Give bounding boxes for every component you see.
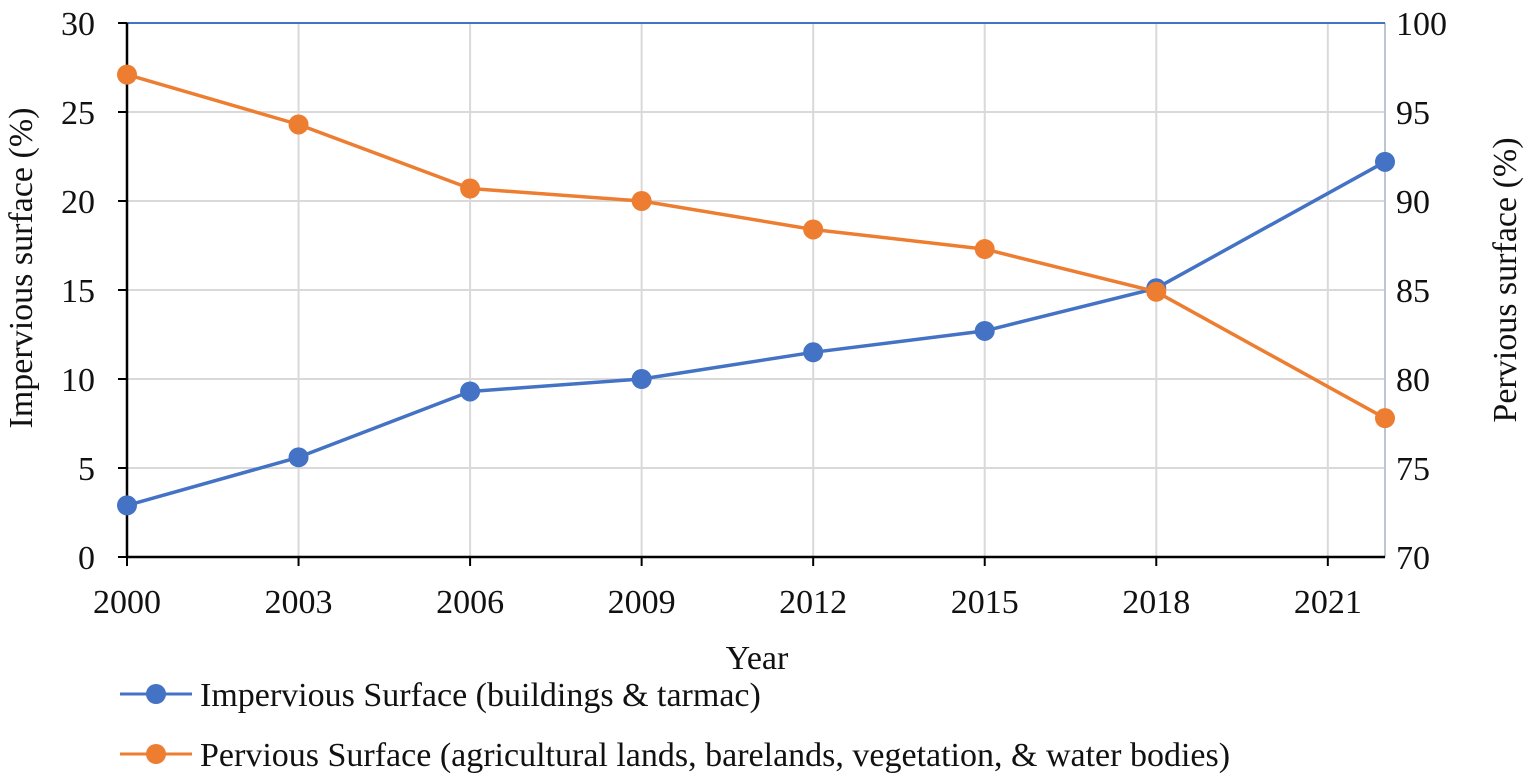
y2-tick-label-70: 70 (1396, 540, 1430, 577)
series-layer (117, 64, 1395, 516)
y2-tick-label-100: 100 (1396, 6, 1447, 43)
data-point-pervious-2015 (974, 239, 995, 260)
data-point-impervious-2006 (460, 381, 481, 402)
y2-tick-label-85: 85 (1396, 273, 1430, 310)
series-line-pervious (126, 72, 1386, 420)
data-point-impervious-2022 (1375, 151, 1395, 172)
y-tick-label-0: 0 (78, 540, 95, 577)
x-tick-label-2018: 2018 (1122, 584, 1190, 621)
data-point-pervious-2000 (117, 64, 137, 85)
data-point-pervious-2018 (1146, 281, 1167, 302)
data-point-pervious-2022 (1375, 408, 1395, 429)
y2-tick-label-80: 80 (1396, 362, 1430, 399)
x-tick-label-2003: 2003 (265, 584, 333, 621)
y-tick-label-10: 10 (61, 362, 95, 399)
y-axis-right-ticks: 70 75 80 85 90 95 100 (1396, 6, 1447, 577)
x-axis-title: Year (726, 640, 789, 677)
x-tick-label-2015: 2015 (951, 584, 1019, 621)
legend-marker-impervious (146, 684, 166, 704)
data-point-impervious-2000 (117, 495, 137, 516)
series-line-impervious (126, 160, 1386, 508)
y2-tick-label-95: 95 (1396, 95, 1430, 132)
legend-label-pervious: Pervious Surface (agricultural lands, ba… (200, 737, 1230, 774)
data-point-impervious-2009 (631, 369, 652, 389)
y2-tick-label-90: 90 (1396, 184, 1430, 221)
data-point-impervious-2003 (288, 447, 309, 468)
y-tick-label-5: 5 (78, 451, 95, 488)
x-axis-ticks: 2000 2003 2006 2009 2012 2015 2018 2021 (93, 557, 1362, 621)
x-tick-label-2012: 2012 (779, 584, 847, 621)
legend-item-pervious: Pervious Surface (agricultural lands, ba… (120, 737, 1230, 774)
data-point-impervious-2012 (803, 342, 824, 363)
legend: Impervious Surface (buildings & tarmac) … (120, 677, 1230, 774)
legend-item-impervious: Impervious Surface (buildings & tarmac) (120, 677, 761, 714)
legend-label-impervious: Impervious Surface (buildings & tarmac) (200, 677, 761, 714)
y-axis-left-title: Impervious surface (%) (3, 108, 40, 429)
y2-tick-label-75: 75 (1396, 451, 1430, 488)
data-point-pervious-2006 (460, 178, 481, 199)
y-axis-right-title: Pervious surface (%) (1487, 137, 1524, 422)
y-tick-label-15: 15 (61, 273, 95, 310)
y-tick-label-25: 25 (61, 95, 95, 132)
x-tick-label-2021: 2021 (1294, 584, 1362, 621)
data-point-pervious-2012 (803, 219, 824, 240)
gridlines (127, 22, 1386, 557)
data-point-pervious-2003 (288, 114, 309, 135)
y-tick-label-30: 30 (61, 6, 95, 43)
y-axis-left-ticks: 0 5 10 15 20 25 30 (61, 6, 127, 577)
data-point-impervious-2015 (974, 320, 995, 341)
legend-marker-pervious (146, 744, 166, 764)
x-tick-label-2006: 2006 (436, 584, 504, 621)
x-tick-label-2009: 2009 (608, 584, 676, 621)
y-tick-label-20: 20 (61, 184, 95, 221)
x-tick-label-2000: 2000 (93, 584, 161, 621)
data-point-pervious-2009 (631, 191, 652, 211)
